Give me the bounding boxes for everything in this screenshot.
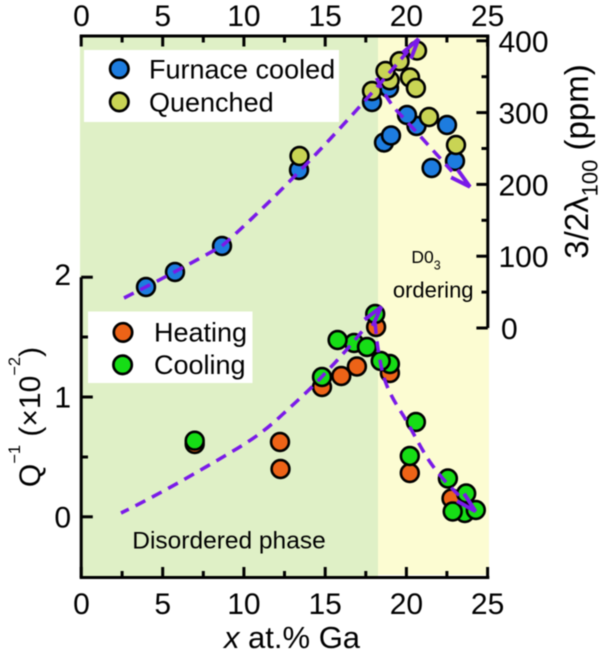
svg-text:Heating: Heating [154,318,247,348]
svg-text:20: 20 [390,588,423,621]
svg-text:15: 15 [309,0,342,33]
svg-text:5: 5 [154,0,171,33]
svg-text:Cooling: Cooling [154,350,246,380]
svg-text:10: 10 [227,0,260,33]
svg-text:1: 1 [54,381,71,414]
svg-text:ordering: ordering [393,278,474,303]
svg-text:10: 10 [227,588,260,621]
svg-text:20: 20 [390,0,423,33]
svg-text:400: 400 [499,26,549,59]
svg-text:2: 2 [54,259,71,292]
svg-text:0: 0 [501,313,518,346]
svg-text:25: 25 [471,0,504,33]
svg-text:15: 15 [309,588,342,621]
svg-text:Furnace cooled: Furnace cooled [149,54,335,84]
svg-text:25: 25 [471,588,504,621]
svg-text:x at.% Ga: x at.% Ga [222,620,361,655]
svg-text:200: 200 [499,169,549,202]
svg-text:0: 0 [73,588,90,621]
svg-text:Quenched: Quenched [149,88,274,118]
svg-text:5: 5 [154,588,171,621]
svg-text:0: 0 [54,501,71,534]
svg-text:Disordered phase: Disordered phase [132,528,325,555]
svg-text:100: 100 [499,241,549,274]
svg-text:300: 300 [499,98,549,131]
svg-text:0: 0 [73,0,90,33]
svg-text:3/2λ100 (ppm): 3/2λ100 (ppm) [558,64,600,258]
